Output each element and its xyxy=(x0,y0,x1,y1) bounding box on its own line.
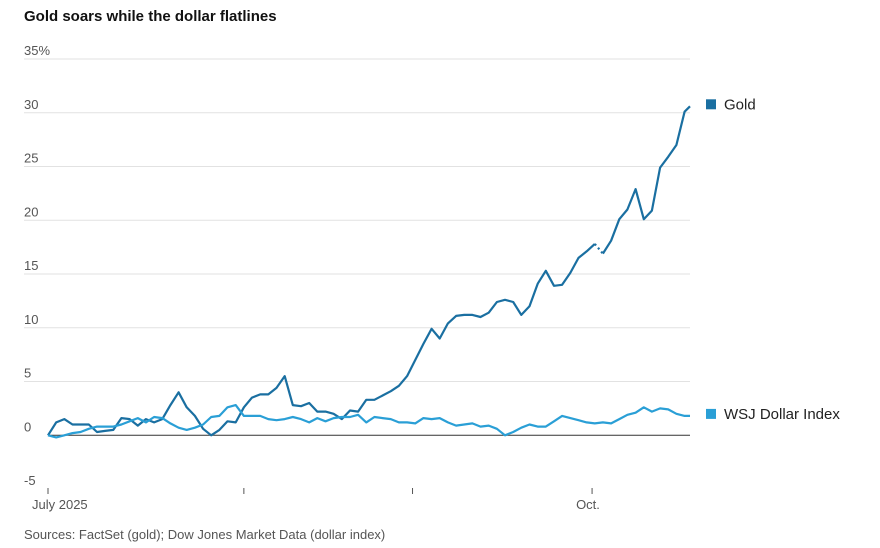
chart-source: Sources: FactSet (gold); Dow Jones Marke… xyxy=(24,527,386,542)
gold-legend-swatch xyxy=(706,99,716,110)
y-tick-label: 35% xyxy=(24,43,50,58)
wsj-dollar-index-legend-swatch xyxy=(706,408,716,419)
y-tick-label: 30 xyxy=(24,97,38,112)
y-axis: 35% 30 25 20 15 10 5 0 -5 xyxy=(24,43,50,488)
gridlines xyxy=(24,58,690,436)
legend: Gold WSJ Dollar Index xyxy=(706,96,840,423)
x-axis: July 2025 Oct. xyxy=(32,488,600,512)
chart-title: Gold soars while the dollar flatlines xyxy=(24,8,277,25)
x-tick-label: Oct. xyxy=(576,497,600,512)
y-tick-label: 20 xyxy=(24,204,38,219)
gold-legend-label: Gold xyxy=(724,96,756,113)
y-tick-label: 15 xyxy=(24,258,38,273)
wsj-dollar-index-series-line xyxy=(47,404,690,439)
y-tick-label: 25 xyxy=(24,151,38,166)
gold-series-gap-line xyxy=(593,243,604,255)
series-lines xyxy=(47,105,691,439)
y-tick-label: 0 xyxy=(24,419,31,434)
y-tick-label: 10 xyxy=(24,312,38,327)
y-tick-label: -5 xyxy=(24,473,36,488)
x-tick-label: July 2025 xyxy=(32,497,88,512)
wsj-dollar-index-legend-label: WSJ Dollar Index xyxy=(724,406,840,423)
gold-series-line xyxy=(601,105,691,255)
gold-series-line xyxy=(47,243,596,437)
y-tick-label: 5 xyxy=(24,366,31,381)
